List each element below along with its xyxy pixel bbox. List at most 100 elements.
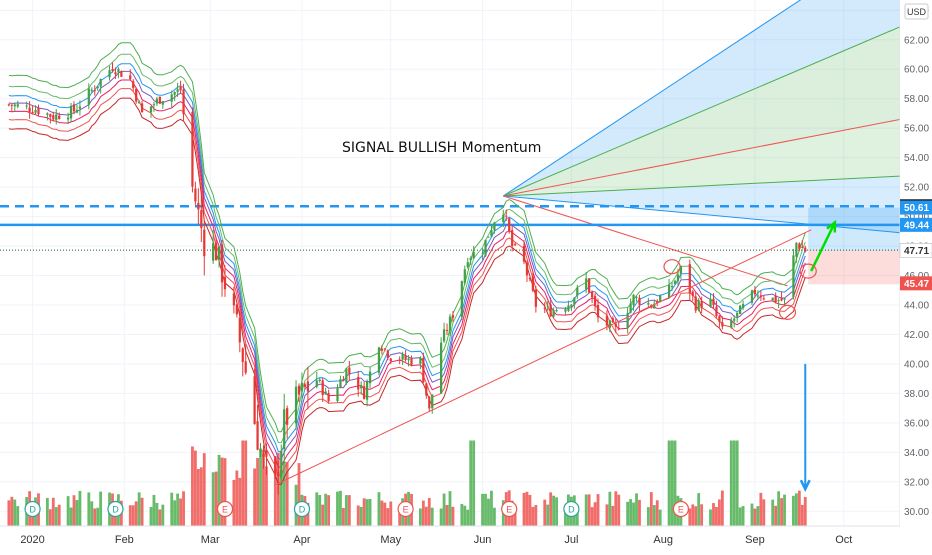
candle-body bbox=[283, 409, 286, 450]
candle-body bbox=[585, 278, 588, 290]
candle-body bbox=[274, 457, 277, 475]
volume-bar bbox=[534, 504, 538, 526]
candle-body bbox=[442, 329, 446, 342]
event-circle bbox=[107, 500, 124, 518]
volume-bar bbox=[134, 501, 138, 526]
candle-body bbox=[28, 107, 31, 112]
volume-bar bbox=[720, 490, 724, 526]
candle-body bbox=[253, 376, 256, 425]
price-tick-label: 36.00 bbox=[904, 418, 929, 429]
volume-bar bbox=[365, 499, 369, 526]
price-tick-label: 34.00 bbox=[904, 448, 929, 459]
fork-line-inner-lower[interactable] bbox=[503, 175, 901, 197]
volume-bar bbox=[87, 492, 91, 526]
volume-bar bbox=[466, 509, 470, 526]
price-tag-label: 49.44 bbox=[904, 220, 929, 231]
candle-body bbox=[203, 229, 206, 257]
event-marker-earnings[interactable]: E bbox=[397, 500, 414, 518]
candle-body bbox=[534, 289, 537, 307]
event-marker-dividend[interactable]: D bbox=[107, 500, 124, 518]
volume-bar bbox=[214, 471, 218, 526]
time-tick-label: Oct bbox=[835, 534, 852, 546]
projection-box[interactable] bbox=[808, 207, 900, 285]
volume-bar bbox=[336, 491, 339, 526]
volume-bar bbox=[700, 504, 704, 526]
ribbon-line bbox=[8, 53, 806, 444]
volume-bar bbox=[655, 500, 659, 526]
candle-body bbox=[383, 348, 386, 350]
fork-line-median[interactable] bbox=[503, 118, 901, 197]
candle-body bbox=[25, 105, 28, 107]
candle-body bbox=[357, 376, 360, 390]
candle-body bbox=[736, 312, 739, 317]
volume-bar bbox=[460, 503, 464, 526]
target-arrow-head[interactable] bbox=[826, 219, 837, 233]
time-tick-label: Jul bbox=[564, 534, 578, 546]
price-tick-label: 60.00 bbox=[904, 65, 929, 76]
down-arrow-head[interactable] bbox=[799, 479, 811, 493]
volume-bar bbox=[442, 493, 446, 526]
volume-bar bbox=[377, 492, 381, 526]
volume-bar bbox=[48, 509, 52, 526]
pitchfork-drawing[interactable] bbox=[503, 0, 901, 287]
fork-zone-upper[interactable] bbox=[503, 0, 900, 196]
candle-body bbox=[244, 361, 247, 373]
volume-bar bbox=[140, 497, 144, 526]
candle-body bbox=[262, 449, 265, 457]
currency-button[interactable]: USD bbox=[904, 3, 929, 20]
candle-body bbox=[567, 305, 570, 311]
fork-handle[interactable] bbox=[503, 195, 788, 287]
candle-body bbox=[549, 304, 552, 317]
time-tick-label: 2020 bbox=[20, 534, 44, 546]
volume-bar bbox=[632, 502, 635, 526]
event-marker-earnings[interactable]: E bbox=[216, 500, 234, 518]
volume-bar bbox=[383, 502, 387, 526]
candle-body bbox=[176, 89, 179, 93]
candle-body bbox=[200, 210, 203, 228]
volume-bar bbox=[448, 491, 452, 526]
fork-line-inner-upper[interactable] bbox=[503, 26, 901, 197]
projection-target-zone[interactable] bbox=[808, 207, 900, 251]
event-letter: E bbox=[506, 505, 512, 515]
highlight-ellipse[interactable] bbox=[778, 304, 797, 320]
price-tag bbox=[900, 276, 932, 291]
signal-annotation[interactable]: SIGNAL BULLISH Momentum bbox=[342, 140, 541, 156]
fork-zone-lower[interactable] bbox=[503, 176, 900, 233]
candle-body bbox=[259, 449, 262, 453]
horizontal-levels[interactable] bbox=[0, 205, 900, 251]
price-tag bbox=[900, 217, 932, 232]
candle-body bbox=[235, 304, 238, 315]
event-marker-dividend[interactable]: D bbox=[293, 500, 311, 518]
event-marker-dividend[interactable]: D bbox=[563, 500, 580, 518]
volume-bar bbox=[149, 507, 153, 526]
candle-body bbox=[401, 354, 404, 360]
price-tag-label: 47.71 bbox=[904, 246, 929, 257]
price-tick-label: 50.00 bbox=[904, 212, 929, 223]
volume-bar bbox=[629, 499, 632, 526]
event-marker-earnings[interactable]: E bbox=[501, 500, 518, 518]
volume-bar bbox=[777, 491, 781, 526]
target-arrow[interactable] bbox=[810, 221, 836, 272]
fork-line-upper[interactable] bbox=[503, 0, 900, 197]
trendline[interactable] bbox=[275, 229, 812, 486]
event-marker-dividend[interactable]: D bbox=[24, 500, 41, 518]
candle-body bbox=[741, 304, 745, 309]
projection-stop-zone[interactable] bbox=[808, 250, 900, 285]
event-marker-earnings[interactable]: E bbox=[672, 500, 690, 518]
candle-body bbox=[365, 381, 369, 400]
volume-bar bbox=[513, 509, 517, 526]
time-axis[interactable]: 2020 Feb Mar Apr May Jun Jul Aug Sep Oct bbox=[20, 534, 852, 546]
volume-bar bbox=[626, 501, 630, 526]
highlight-ellipse[interactable] bbox=[663, 259, 681, 275]
volume-bar bbox=[45, 497, 49, 526]
candle-body bbox=[345, 368, 348, 383]
candle-body bbox=[688, 264, 691, 294]
highlight-ellipse[interactable] bbox=[799, 263, 817, 279]
trend-drawings[interactable] bbox=[275, 219, 837, 493]
candle-body bbox=[511, 230, 514, 246]
candle-body bbox=[425, 383, 428, 396]
candle-body bbox=[117, 68, 120, 73]
